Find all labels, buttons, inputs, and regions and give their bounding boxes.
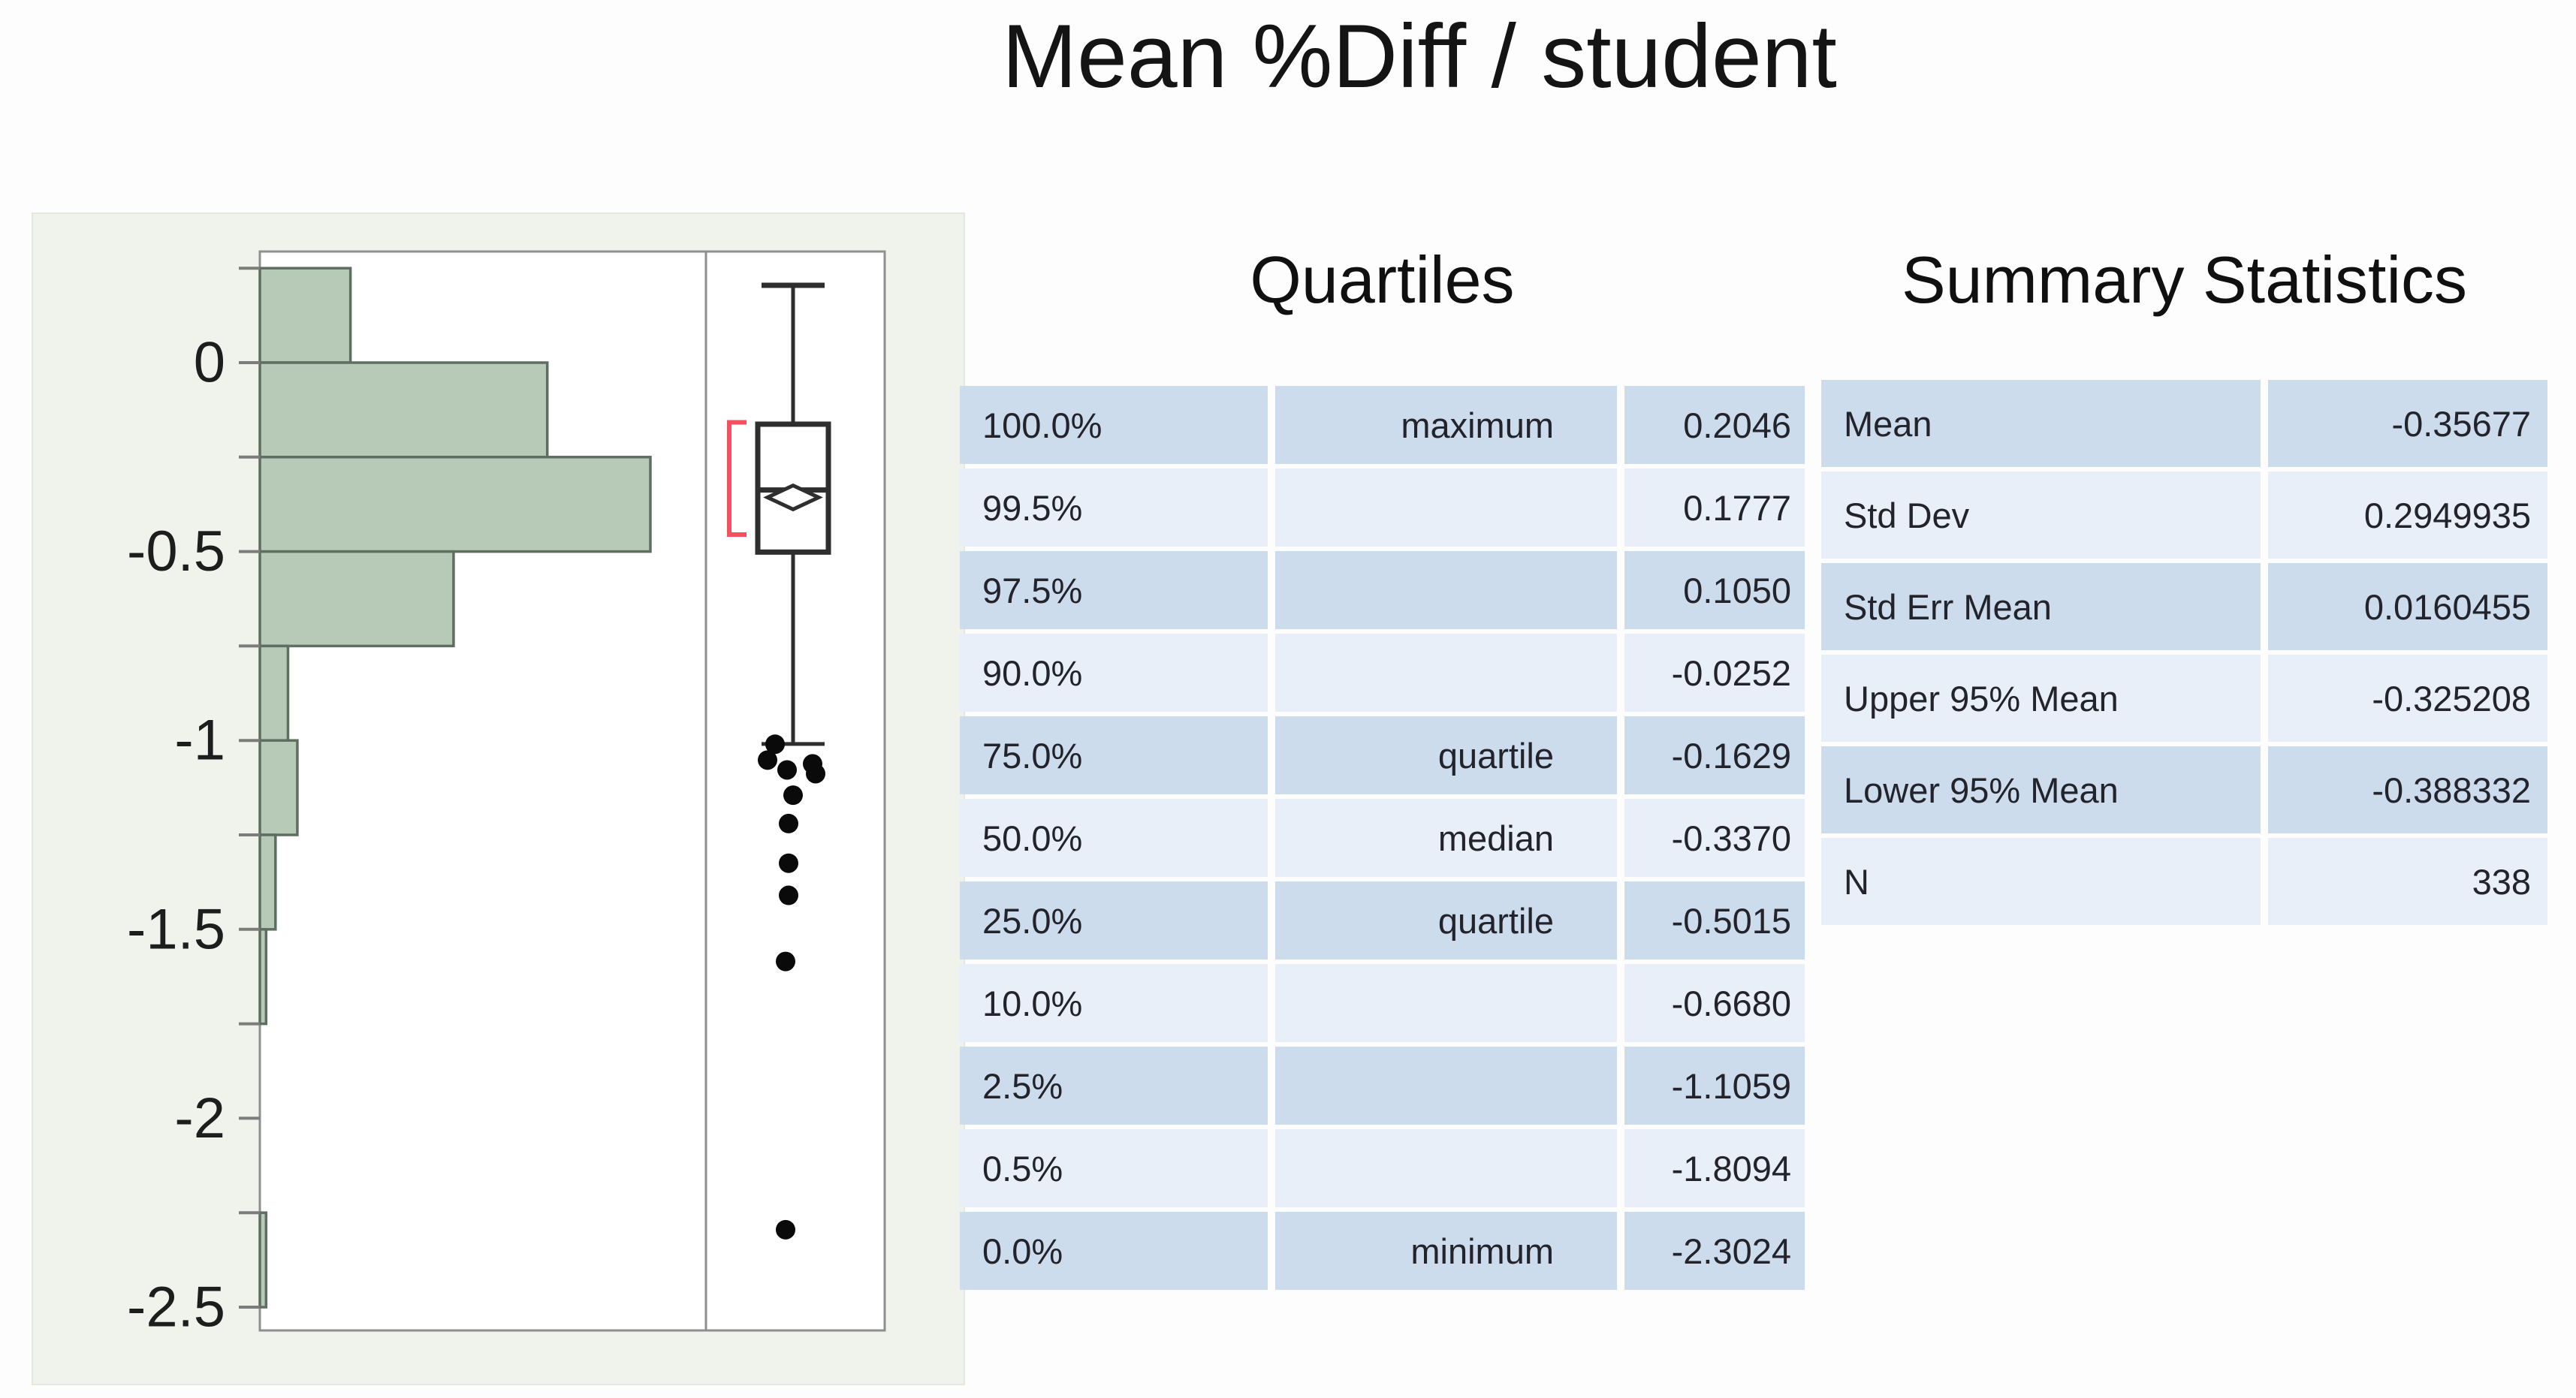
summary-stat-value-cell: 338 [2268,838,2547,925]
summary-stat-label-cell: Std Err Mean [1821,563,2261,650]
quartile-value-cell: -0.3370 [1624,799,1805,877]
quartile-label-cell [1275,1129,1617,1207]
outlier-point [776,1219,795,1240]
quartile-value-cell: -0.5015 [1624,881,1805,960]
histogram-bar [258,267,352,364]
quartile-pct-cell: 99.5% [960,469,1268,547]
summary-stat-value-cell: 0.0160455 [2268,563,2547,650]
quartile-value-cell: 0.1777 [1624,469,1805,547]
outlier-point [765,734,785,755]
outlier-point [806,764,825,784]
summary-stat-label-cell: N [1821,838,2261,925]
quartile-pct-cell: 0.5% [960,1129,1268,1207]
summary-stat-value-cell: -0.35677 [2268,380,2547,467]
quartile-value-cell: -1.1059 [1624,1047,1805,1125]
axis-tick-label: -2.5 [127,1276,225,1339]
quartile-value-cell: -0.6680 [1624,964,1805,1042]
histogram-bar [258,361,549,459]
quartile-value-cell: -0.0252 [1624,634,1805,712]
outlier-point [776,951,795,972]
quartile-label-cell [1275,1047,1617,1125]
axis-tick-label: -2 [174,1086,225,1150]
summary-stat-label-cell: Mean [1821,380,2261,467]
summary-statistics-title: Summary Statistics [1901,243,2468,317]
summary-stat-label-cell: Std Dev [1821,472,2261,559]
quartile-value-cell: -0.1629 [1624,716,1805,794]
summary-stat-value-cell: -0.388332 [2268,746,2547,833]
quartile-value-cell: 0.1050 [1624,551,1805,629]
mean-confidence-diamond [763,483,823,512]
histogram-bar [258,644,290,742]
summary-stat-value-cell: -0.325208 [2268,655,2547,742]
quartile-pct-cell: 75.0% [960,716,1268,794]
quartile-pct-cell: 10.0% [960,964,1268,1042]
quartile-label-cell [1275,964,1617,1042]
quartile-label-cell [1275,551,1617,629]
summary-stat-label-cell: Lower 95% Mean [1821,746,2261,833]
axis-tick-label: 0 [194,331,225,395]
quartile-pct-cell: 97.5% [960,551,1268,629]
histogram-bar [258,928,268,1026]
quartiles-title: Quartiles [1250,243,1515,317]
quartile-label-cell: median [1275,799,1617,877]
summary-stat-value-cell: 0.2949935 [2268,472,2547,559]
quartile-label-cell: quartile [1275,881,1617,960]
quartile-pct-cell: 100.0% [960,386,1268,464]
outlier-point [783,785,803,806]
page-title: Mean %Diff / student [1002,6,1837,107]
histogram-bar [258,550,455,648]
quartile-pct-cell: 2.5% [960,1047,1268,1125]
summary-stat-label-cell: Upper 95% Mean [1821,655,2261,742]
quartiles-table: 100.0% maximum 0.2046 99.5% 0.1777 97.5% 0.105… [960,386,1805,1290]
quartile-label-cell: quartile [1275,716,1617,794]
quartile-label-cell: maximum [1275,386,1617,464]
summary-statistics-table: Mean -0.35677 Std Dev 0.2949935 Std Err Mean… [1821,380,2547,925]
outlier-point [779,885,798,905]
quartile-label-cell [1275,469,1617,547]
quartile-value-cell: -2.3024 [1624,1212,1805,1290]
axis-tick-label: -0.5 [127,520,225,583]
quartile-pct-cell: 0.0% [960,1212,1268,1290]
quartile-label-cell: minimum [1275,1212,1617,1290]
histogram-bar [258,833,277,931]
quartile-pct-cell: 25.0% [960,881,1268,960]
histogram-bar [258,739,299,836]
outlier-point [779,813,798,833]
outlier-point [758,750,777,770]
quartile-value-cell: 0.2046 [1624,386,1805,464]
quartile-label-cell [1275,634,1617,712]
shortest-half-bracket [727,420,747,537]
histogram-bar [258,1211,268,1309]
axis-tick-label: -1 [174,709,225,773]
histogram-bar [258,456,652,553]
distribution-plot: 0 -0.5 -1 -1.5 -2 -2.5 [32,212,965,1385]
quartile-pct-cell: 50.0% [960,799,1268,877]
outlier-point [779,853,798,873]
quartile-value-cell: -1.8094 [1624,1129,1805,1207]
outlier-point [777,760,797,780]
quartile-pct-cell: 90.0% [960,634,1268,712]
axis-tick-label: -1.5 [127,897,225,961]
